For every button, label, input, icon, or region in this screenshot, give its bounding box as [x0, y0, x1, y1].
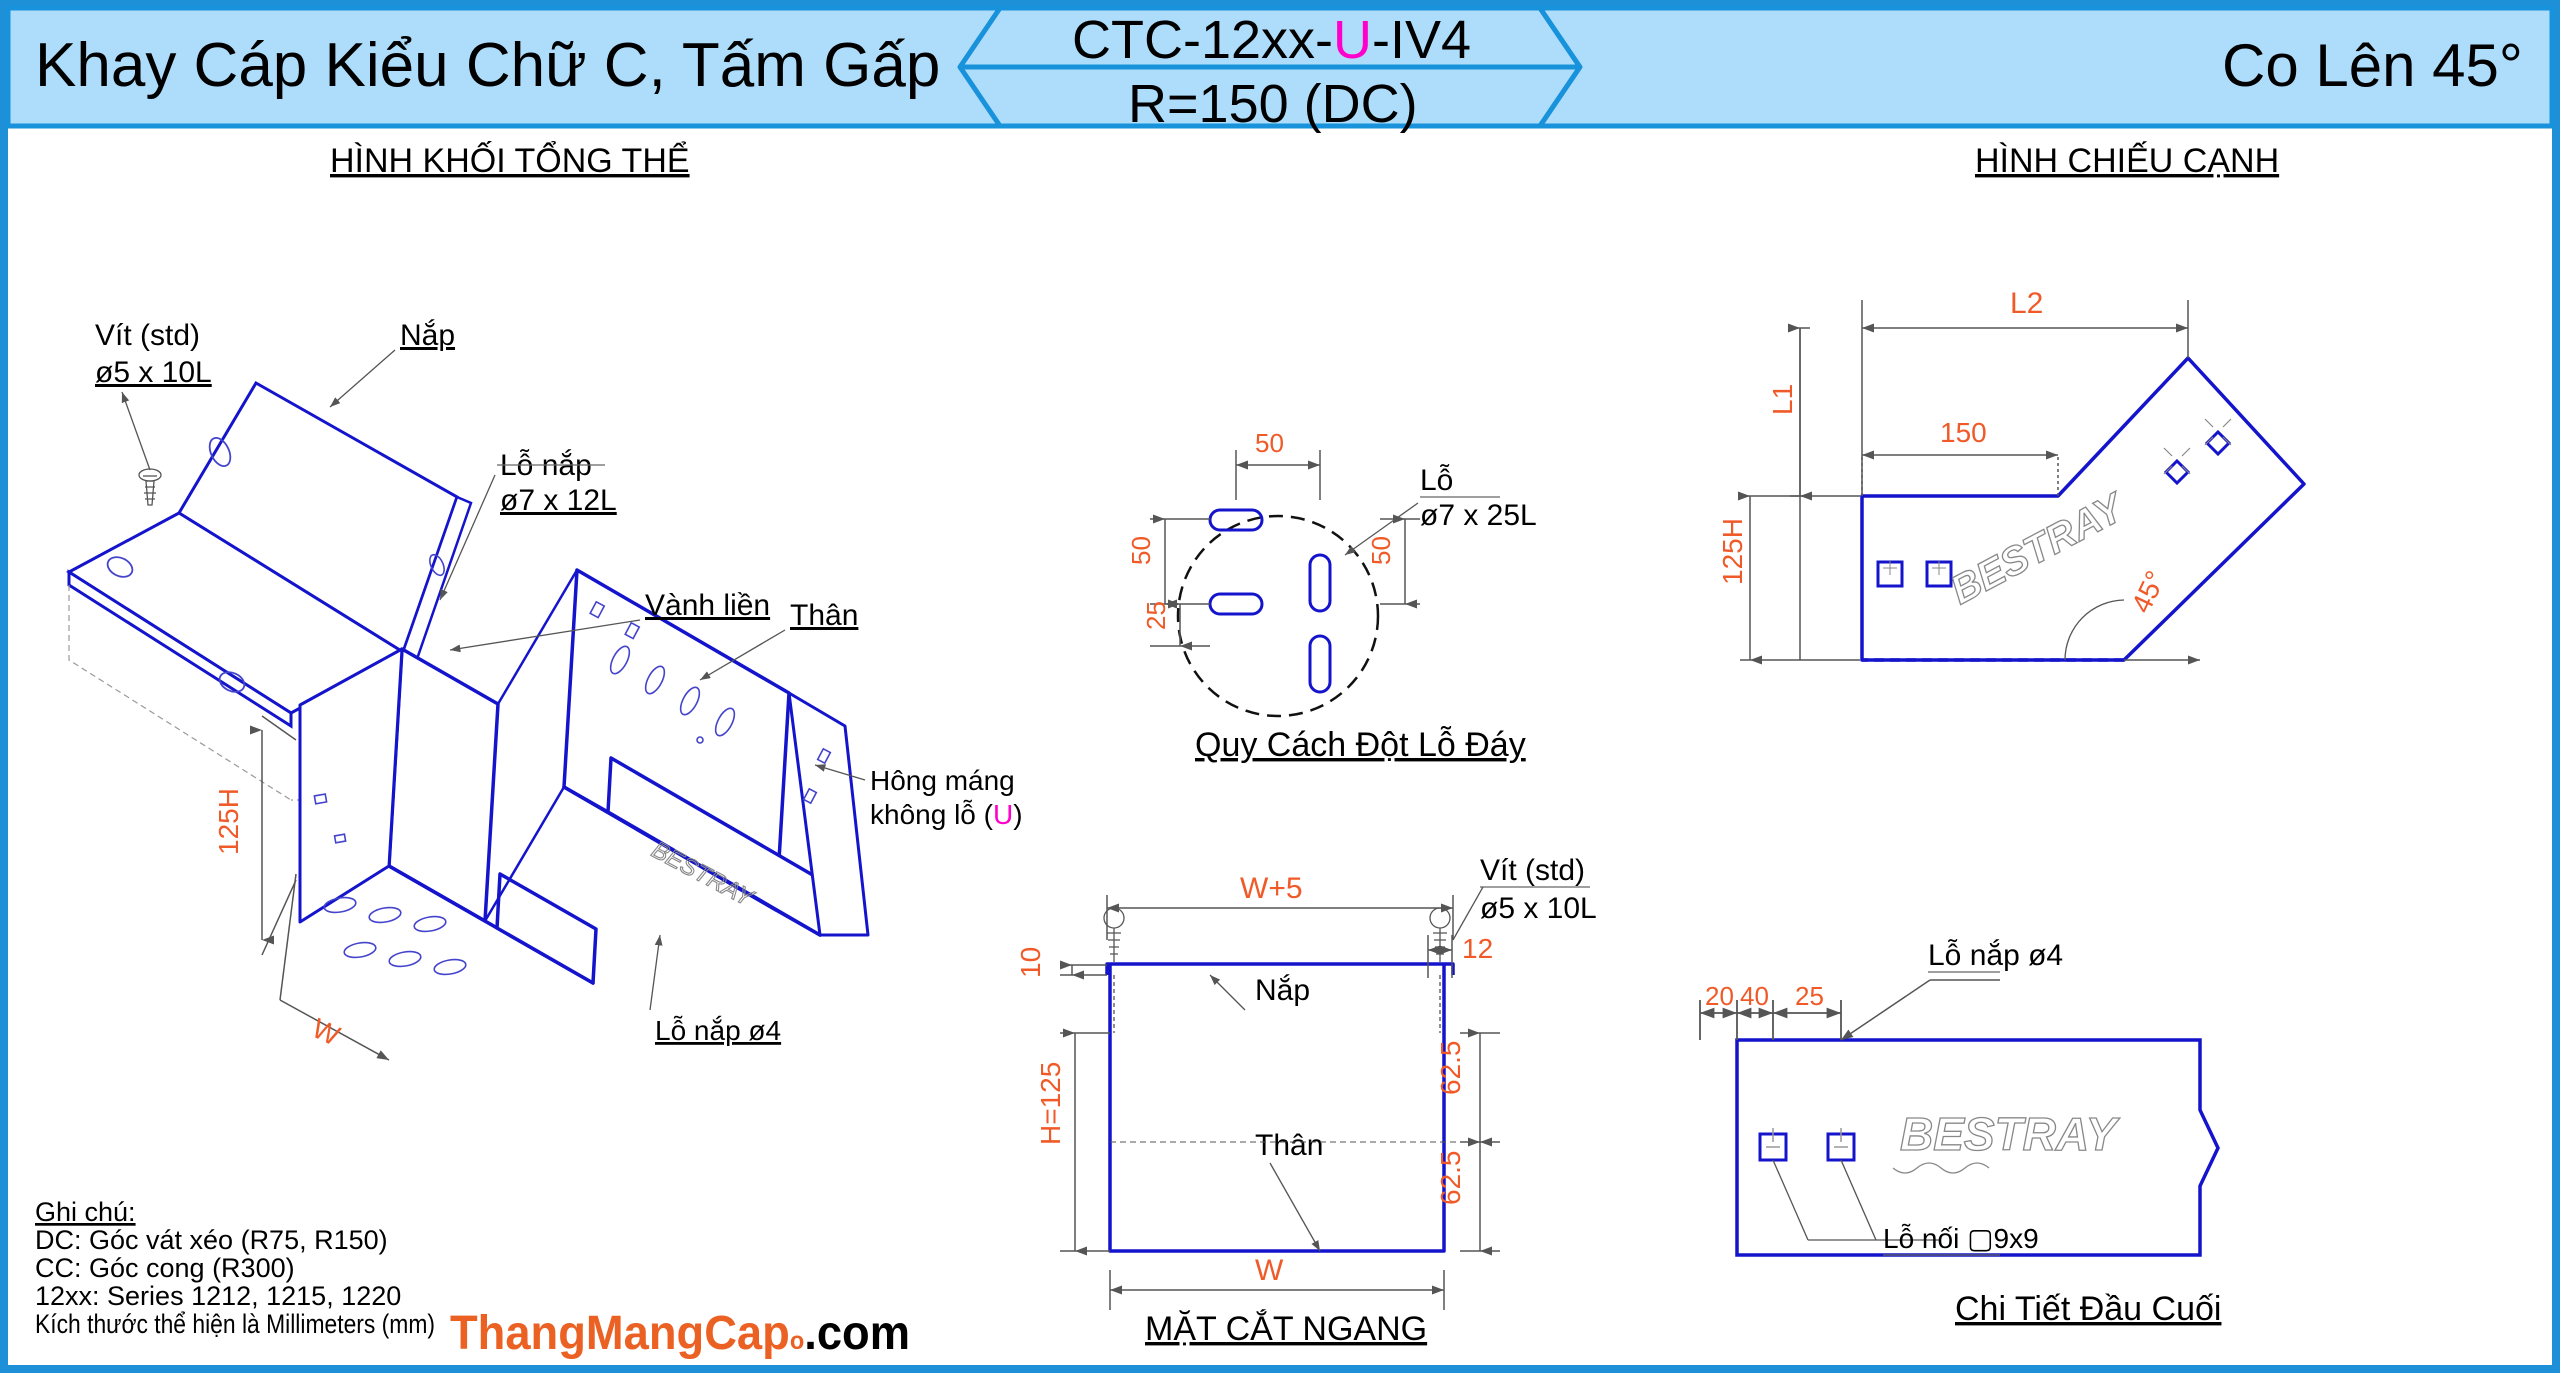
- svg-text:MẶT CẮT NGANG: MẶT CẮT NGANG: [1145, 1310, 1427, 1348]
- svg-text:HÌNH CHIẾU CẠNH: HÌNH CHIẾU CẠNH: [1975, 142, 2279, 180]
- svg-text:ø5 x 10L: ø5 x 10L: [95, 356, 212, 389]
- svg-text:Lỗ nối ▢9x9: Lỗ nối ▢9x9: [1883, 1223, 2039, 1254]
- svg-text:không lỗ (U): không lỗ (U): [870, 799, 1023, 830]
- svg-text:R=150 (DC): R=150 (DC): [1128, 74, 1418, 134]
- svg-text:Chi Tiết Đầu Cuối: Chi Tiết Đầu Cuối: [1955, 1290, 2221, 1328]
- svg-text:BESTRAY: BESTRAY: [1944, 484, 2134, 613]
- svg-text:CTC-12xx-U-IV4: CTC-12xx-U-IV4: [1072, 10, 1471, 70]
- svg-text:62.5: 62.5: [1435, 1151, 1466, 1206]
- svg-text:Nắp: Nắp: [400, 319, 455, 352]
- svg-text:12xx: Series 1212, 1215, 1220: 12xx: Series 1212, 1215, 1220: [35, 1281, 401, 1311]
- svg-text:L2: L2: [2010, 287, 2043, 320]
- svg-text:45°: 45°: [2125, 566, 2171, 617]
- svg-text:50: 50: [1366, 536, 1396, 565]
- svg-text:Nắp: Nắp: [1255, 974, 1310, 1007]
- svg-text:CC: Góc cong (R300): CC: Góc cong (R300): [35, 1253, 295, 1283]
- svg-text:DC: Góc vát xéo (R75, R150): DC: Góc vát xéo (R75, R150): [35, 1225, 388, 1255]
- svg-text:ø5 x 10L: ø5 x 10L: [1480, 892, 1597, 925]
- svg-text:50: 50: [1255, 428, 1284, 458]
- svg-text:ThangMangCapo.com: ThangMangCapo.com: [450, 1307, 910, 1360]
- svg-text:ø7 x 12L: ø7 x 12L: [500, 484, 617, 517]
- svg-text:Lỗ nắp ø4: Lỗ nắp ø4: [1928, 939, 2063, 972]
- svg-text:62.5: 62.5: [1435, 1041, 1466, 1096]
- svg-text:25: 25: [1795, 981, 1824, 1011]
- svg-text:Lỗ: Lỗ: [1420, 464, 1453, 497]
- svg-text:20: 20: [1705, 981, 1734, 1011]
- svg-text:25: 25: [1141, 601, 1171, 630]
- svg-text:Ghi chú:: Ghi chú:: [35, 1197, 136, 1227]
- svg-text:Khay Cáp Kiểu Chữ C, Tấm Gấp: Khay Cáp Kiểu Chữ C, Tấm Gấp: [35, 31, 940, 100]
- svg-text:40: 40: [1740, 981, 1769, 1011]
- svg-text:H=125: H=125: [1035, 1062, 1066, 1145]
- svg-text:ø7 x 25L: ø7 x 25L: [1420, 499, 1537, 532]
- svg-text:L1: L1: [1767, 384, 1798, 415]
- svg-text:Hông máng: Hông máng: [870, 765, 1015, 796]
- svg-text:W+5: W+5: [1240, 872, 1303, 905]
- svg-text:W: W: [1255, 1254, 1284, 1287]
- svg-text:125H: 125H: [1717, 518, 1748, 585]
- svg-text:50: 50: [1126, 536, 1156, 565]
- svg-text:Lỗ nắp ø4: Lỗ nắp ø4: [655, 1015, 781, 1046]
- svg-text:Thân: Thân: [790, 599, 858, 632]
- svg-text:Vít (std): Vít (std): [1480, 854, 1585, 887]
- svg-text:Quy Cách Đột Lỗ Đáy: Quy Cách Đột Lỗ Đáy: [1195, 726, 1526, 764]
- svg-text:Kích thước thể hiện là Millime: Kích thước thể hiện là Millimeters (mm): [35, 1309, 435, 1339]
- svg-text:125H: 125H: [213, 788, 244, 855]
- svg-text:HÌNH KHỐI TỔNG THỂ: HÌNH KHỐI TỔNG THỂ: [330, 141, 690, 180]
- svg-text:Vít (std): Vít (std): [95, 319, 200, 352]
- svg-text:Vành liền: Vành liền: [645, 589, 770, 622]
- svg-text:Thân: Thân: [1255, 1129, 1323, 1162]
- svg-text:Co Lên 45°: Co Lên 45°: [2222, 32, 2523, 99]
- svg-text:150: 150: [1940, 417, 1987, 448]
- svg-text:BESTRAY: BESTRAY: [1900, 1108, 2121, 1160]
- svg-text:10: 10: [1015, 947, 1046, 978]
- svg-text:12: 12: [1462, 933, 1493, 964]
